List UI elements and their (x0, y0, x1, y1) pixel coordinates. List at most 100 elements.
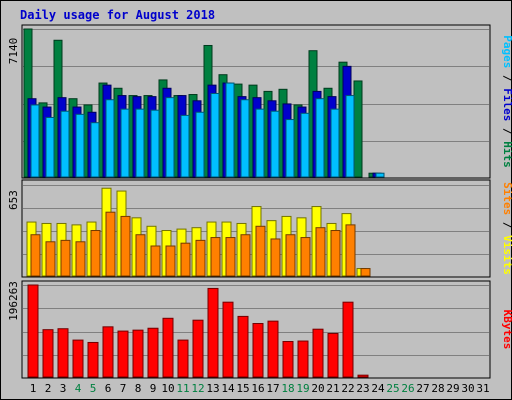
bar-kbytes-day-6 (102, 326, 114, 378)
bar-pages-day-8 (135, 108, 145, 178)
legend-part: KBytes (501, 310, 512, 350)
panel-hits-files-pages: 7140 Pages / Files / Hits (7, 24, 512, 179)
bar-sites-day-9 (150, 245, 161, 277)
bar-kbytes-day-18 (282, 341, 294, 378)
day-label-12: 12 (191, 382, 204, 395)
bar-sites-day-13 (210, 237, 221, 277)
day-label-24: 24 (371, 382, 385, 395)
day-label-21: 21 (326, 382, 339, 395)
legend-part: Visits (501, 235, 512, 275)
bar-kbytes-day-15 (237, 315, 249, 378)
legend-part: Pages (501, 35, 512, 68)
day-label-28: 28 (431, 382, 444, 395)
bar-pages-day-5 (90, 122, 100, 178)
bar-pages-day-9 (150, 109, 160, 178)
bar-sites-day-19 (300, 237, 311, 277)
day-label-3: 3 (60, 382, 67, 395)
bar-sites-day-3 (60, 239, 71, 277)
panel-visits-sites: 653 Sites / Visits (7, 179, 512, 278)
day-label-13: 13 (206, 382, 219, 395)
day-label-19: 19 (296, 382, 309, 395)
y-max-label: 196263 (7, 281, 20, 321)
day-axis: 1 2 3 4 5 6 7 8 9 10 11 12 13 14 15 16 17 18 19 20 21 22 23 24 2… (30, 382, 490, 395)
chart-panels: 7140 Pages / Files / Hits 653 Sites / Visit… (7, 24, 512, 379)
day-label-4: 4 (75, 382, 82, 395)
bar-kbytes-day-14 (222, 301, 234, 378)
bar-pages-day-16 (255, 108, 265, 178)
panel-kbytes: 196263 KBytes (7, 280, 512, 379)
day-label-26: 26 (401, 382, 414, 395)
bar-hits-day-23 (353, 80, 363, 178)
day-label-5: 5 (90, 382, 97, 395)
bar-kbytes-day-12 (192, 319, 204, 378)
day-label-2: 2 (45, 382, 52, 395)
bar-pages-day-3 (60, 110, 70, 178)
bar-sites-day-11 (180, 242, 191, 277)
bar-kbytes-day-7 (117, 330, 129, 378)
bar-pages-day-24 (375, 172, 385, 178)
bar-sites-day-10 (165, 245, 176, 277)
bar-sites-day-23 (360, 268, 371, 277)
bar-sites-day-21 (330, 230, 341, 277)
bar-sites-day-2 (45, 241, 56, 277)
legend-part: / (501, 121, 512, 141)
bar-kbytes-day-21 (327, 332, 339, 378)
bar-pages-day-7 (120, 108, 130, 178)
day-label-25: 25 (386, 382, 399, 395)
chart-title: Daily usage for August 2018 (20, 8, 215, 22)
day-label-16: 16 (251, 382, 264, 395)
bar-pages-day-12 (195, 111, 205, 178)
bar-sites-day-12 (195, 239, 206, 277)
bar-kbytes-day-22 (342, 301, 354, 378)
panel-legend-hits-files-pages: Pages / Files / Hits (501, 35, 512, 168)
y-max-label: 653 (7, 190, 20, 210)
day-label-22: 22 (341, 382, 354, 395)
bar-sites-day-22 (345, 224, 356, 277)
bar-kbytes-day-17 (267, 320, 279, 378)
bar-pages-day-4 (75, 113, 85, 178)
panel-legend-kbytes: KBytes (501, 310, 512, 350)
bar-pages-day-14 (225, 82, 235, 178)
day-label-30: 30 (461, 382, 474, 395)
bar-pages-day-6 (105, 99, 115, 178)
bar-pages-day-19 (300, 112, 310, 178)
bar-kbytes-day-9 (147, 327, 159, 378)
day-label-1: 1 (30, 382, 37, 395)
bar-sites-day-5 (90, 230, 101, 277)
panel-legend-visits-sites: Sites / Visits (501, 182, 512, 275)
bar-pages-day-11 (180, 114, 190, 178)
day-label-9: 9 (150, 382, 157, 395)
day-label-18: 18 (281, 382, 294, 395)
bar-kbytes-day-2 (42, 329, 54, 378)
bar-kbytes-day-1 (27, 284, 39, 378)
day-label-14: 14 (221, 382, 235, 395)
bar-kbytes-day-16 (252, 323, 264, 378)
bar-sites-day-8 (135, 234, 146, 277)
bar-kbytes-day-10 (162, 317, 174, 378)
day-label-23: 23 (356, 382, 369, 395)
legend-part: Hits (501, 141, 512, 168)
bar-kbytes-day-3 (57, 328, 69, 378)
day-label-29: 29 (446, 382, 459, 395)
day-label-20: 20 (311, 382, 324, 395)
bar-kbytes-day-20 (312, 328, 324, 378)
day-label-11: 11 (176, 382, 189, 395)
bar-pages-day-22 (345, 95, 355, 178)
bar-kbytes-day-4 (72, 339, 84, 378)
day-label-10: 10 (161, 382, 174, 395)
bar-sites-day-7 (120, 215, 131, 277)
bar-sites-day-16 (255, 225, 266, 277)
bar-sites-day-17 (270, 238, 281, 277)
legend-part: Files (501, 88, 512, 121)
bar-kbytes-day-23 (357, 374, 369, 378)
bar-pages-day-18 (285, 119, 295, 178)
bar-kbytes-day-11 (177, 339, 189, 378)
bar-kbytes-day-19 (297, 340, 309, 378)
bar-sites-day-15 (240, 234, 251, 277)
bar-sites-day-6 (105, 211, 116, 277)
day-label-6: 6 (105, 382, 112, 395)
legend-part: / (501, 215, 512, 235)
bar-pages-day-1 (30, 104, 40, 178)
bar-kbytes-day-8 (132, 329, 144, 378)
